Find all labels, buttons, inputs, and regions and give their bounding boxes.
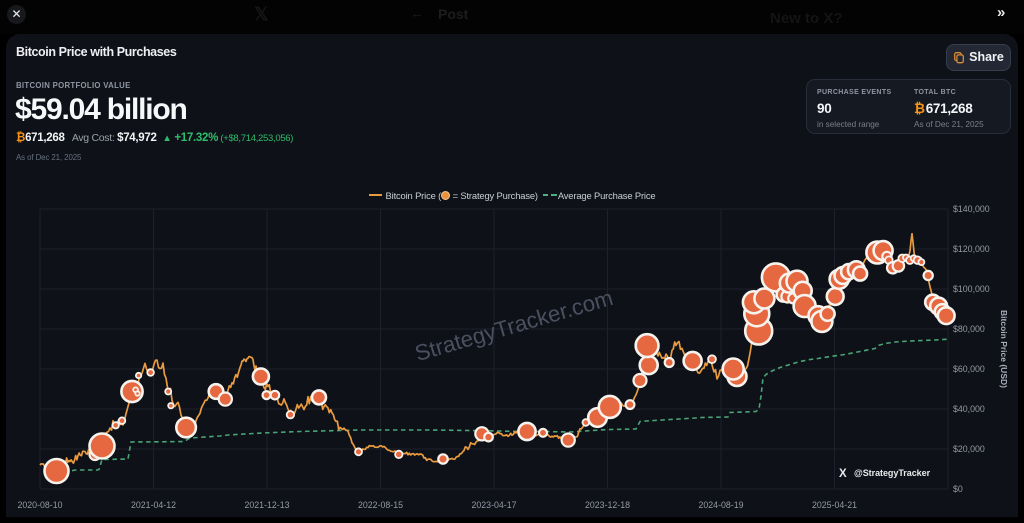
svg-text:2022-08-15: 2022-08-15 [358,500,403,510]
svg-text:StrategyTracker.com: StrategyTracker.com [412,285,616,366]
svg-text:2021-12-13: 2021-12-13 [245,500,290,510]
svg-text:$60,000: $60,000 [953,364,985,374]
svg-text:2023-04-17: 2023-04-17 [472,500,517,510]
svg-text:Bitcoin Price (USD): Bitcoin Price (USD) [999,310,1009,388]
svg-text:2021-04-12: 2021-04-12 [131,500,176,510]
svg-text:2020-08-10: 2020-08-10 [18,500,63,510]
svg-text:$0: $0 [953,484,963,494]
svg-text:@StrategyTracker: @StrategyTracker [854,468,931,478]
svg-text:$120,000: $120,000 [953,244,990,254]
svg-text:$140,000: $140,000 [953,204,990,214]
svg-text:$80,000: $80,000 [953,324,985,334]
svg-text:$20,000: $20,000 [953,444,985,454]
svg-text:X: X [839,468,847,480]
svg-text:$100,000: $100,000 [953,284,990,294]
svg-text:2023-12-18: 2023-12-18 [585,500,630,510]
svg-text:$40,000: $40,000 [953,404,985,414]
svg-text:2025-04-21: 2025-04-21 [812,500,857,510]
svg-text:2024-08-19: 2024-08-19 [699,500,744,510]
